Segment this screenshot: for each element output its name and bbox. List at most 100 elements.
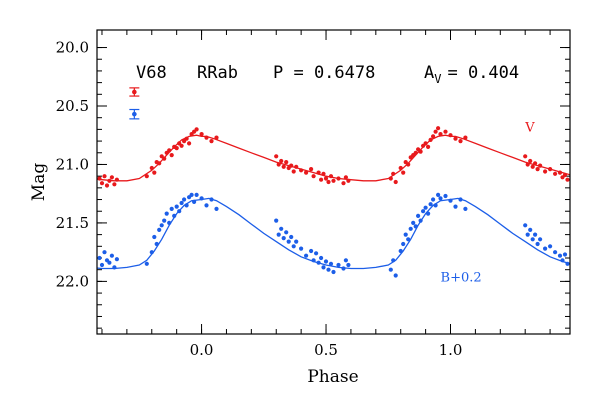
data-point (343, 175, 348, 180)
data-point (523, 154, 528, 159)
data-point (187, 141, 192, 146)
data-point (184, 203, 189, 208)
variable-class: RRab (197, 63, 238, 83)
data-point (562, 252, 568, 257)
data-point (433, 129, 438, 134)
data-point (538, 237, 543, 242)
y-tick-label: 22.0 (56, 272, 89, 290)
data-point (274, 154, 279, 159)
data-point (152, 170, 157, 175)
data-point (326, 267, 331, 272)
data-point (162, 156, 167, 161)
data-point (321, 171, 326, 176)
x-axis-label: Phase (307, 367, 358, 387)
amplitude-symbol: A (424, 63, 434, 83)
data-point (346, 178, 351, 183)
chart-header: V68 RRab P = 0.6478 AV = 0.404 (136, 63, 519, 86)
data-point (535, 167, 540, 172)
plot-frame (96, 29, 571, 335)
data-point (174, 146, 179, 151)
fit-curve (97, 197, 570, 270)
data-point (97, 176, 102, 181)
data-point (157, 227, 162, 232)
data-point (319, 177, 324, 182)
data-point (448, 133, 453, 138)
data-point (109, 253, 114, 258)
data-point (528, 158, 533, 164)
amplitude-subscript: V (434, 72, 441, 86)
data-point (341, 266, 346, 271)
data-point (328, 261, 334, 266)
data-point (279, 158, 284, 164)
data-point (102, 174, 107, 179)
data-point (304, 253, 309, 258)
data-point (398, 248, 403, 254)
data-point (438, 132, 443, 137)
data-point (174, 204, 179, 209)
axis-tick-labels: 0.0 0.5 1.0 20.0 20.5 21.0 21.5 22.0 (56, 39, 463, 359)
data-point (408, 226, 413, 231)
data-point (102, 250, 107, 255)
data-point (458, 139, 463, 144)
y-tick-label: 21.5 (56, 214, 89, 232)
data-point (214, 135, 219, 140)
data-point (144, 174, 149, 179)
data-point (284, 230, 289, 235)
data-point (388, 176, 393, 181)
data-point (289, 163, 294, 168)
star-name: V68 (136, 63, 167, 83)
data-point (328, 174, 334, 179)
data-point (204, 203, 209, 208)
data-point (179, 143, 184, 148)
data-point (530, 164, 535, 169)
data-point (528, 227, 533, 232)
data-point (149, 165, 154, 171)
y-tick-label: 20.0 (56, 39, 89, 57)
data-point (164, 211, 169, 216)
data-point (109, 175, 114, 180)
data-point (286, 239, 291, 244)
data-point (194, 127, 199, 132)
data-point (421, 209, 426, 214)
data-point (548, 244, 553, 249)
data-point (199, 196, 204, 201)
data-point (413, 150, 418, 155)
data-point (341, 181, 346, 186)
data-point (403, 232, 408, 237)
data-point (557, 253, 563, 258)
data-point (533, 232, 538, 237)
data-point (276, 232, 281, 237)
data-point (291, 244, 296, 249)
data-point (431, 134, 436, 139)
data-point (562, 172, 568, 178)
data-point (104, 183, 110, 188)
data-point (311, 174, 316, 179)
x-tick-label: 0.0 (190, 341, 214, 359)
data-point (194, 192, 199, 197)
data-point (538, 163, 543, 168)
data-point (543, 169, 548, 174)
data-point (157, 161, 162, 166)
data-point (291, 169, 296, 174)
data-point (319, 255, 324, 261)
data-point (274, 218, 279, 223)
data-point (560, 258, 565, 263)
data-point (99, 181, 105, 186)
data-point (107, 178, 112, 183)
data-point (530, 237, 535, 242)
data-point (458, 197, 463, 202)
data-point (453, 204, 458, 209)
data-point (336, 176, 341, 181)
data-point (543, 246, 548, 251)
data-point (401, 241, 406, 247)
data-point (331, 178, 336, 183)
data-point (299, 246, 304, 251)
y-tick-label: 21.0 (56, 155, 89, 173)
data-point (169, 206, 174, 211)
series-label: B+0.2 (441, 270, 482, 285)
data-point (154, 241, 159, 247)
data-point (443, 129, 448, 134)
data-point (316, 260, 321, 265)
data-point (343, 258, 348, 263)
data-point (326, 179, 331, 185)
